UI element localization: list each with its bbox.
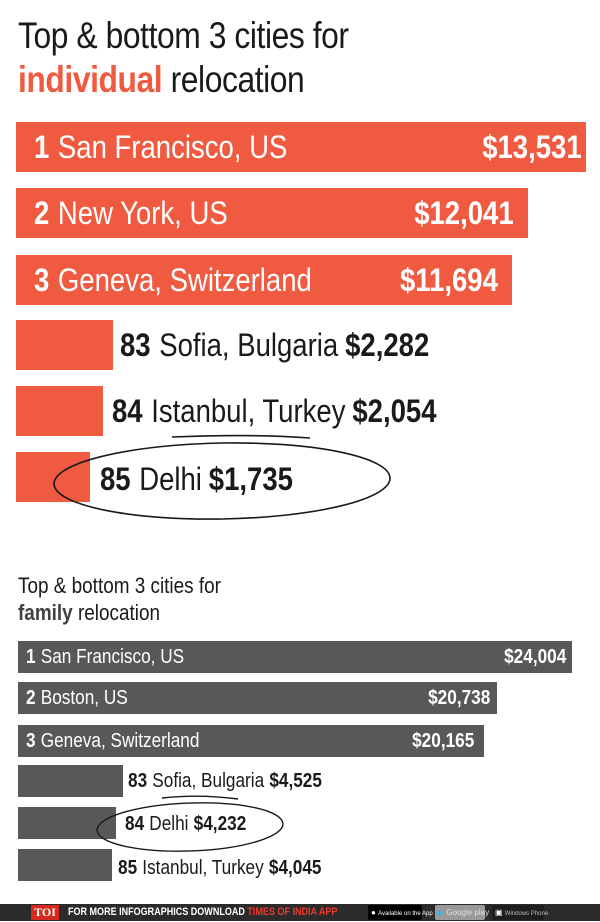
apple-icon: ● xyxy=(371,908,376,917)
family-bar-1-value: $24,004 xyxy=(503,646,566,668)
family-chart-title: Top & bottom 3 cities for family relocat… xyxy=(18,572,221,626)
family-bar-84 xyxy=(18,807,116,839)
family-bar-3-value: $20,165 xyxy=(411,730,474,752)
family-bar-1-label: 1 San Francisco, US xyxy=(26,646,185,668)
toi-logo: TOI xyxy=(31,905,59,920)
individual-bar-85 xyxy=(16,452,90,502)
individual-bar-84 xyxy=(16,386,103,436)
individual-bar-2 xyxy=(16,188,528,238)
windows-icon: ▣ xyxy=(495,908,503,917)
google-play-badge[interactable]: ▶ Google play xyxy=(435,905,489,920)
app-store-badge[interactable]: ● Available on the App Store xyxy=(368,905,449,920)
individual-title-line2: individual relocation xyxy=(18,59,305,100)
family-bar-83-label: 83 Sofia, Bulgaria $4,525 xyxy=(128,770,322,792)
family-bar-2 xyxy=(18,682,497,714)
family-bar-85 xyxy=(18,849,112,881)
individual-bar-1 xyxy=(16,122,586,172)
family-bar-85-label: 85 Istanbul, Turkey $4,045 xyxy=(118,857,322,879)
footer-banner: TOI FOR MORE INFOGRAPHICS DOWNLOAD TIMES… xyxy=(0,904,600,921)
individual-title-highlight: individual xyxy=(18,59,163,100)
individual-bar-83 xyxy=(16,320,113,370)
individual-bar-3-label: 3 Geneva, Switzerland xyxy=(34,262,312,298)
family-bar-3 xyxy=(18,725,484,757)
family-bar-83 xyxy=(18,765,123,797)
individual-bar-3 xyxy=(16,255,512,305)
family-title-line1: Top & bottom 3 cities for xyxy=(18,573,221,598)
family-bar-2-label: 2 Boston, US xyxy=(26,687,128,709)
individual-bar-1-label: 1 San Francisco, US xyxy=(34,129,288,165)
family-title-line2: family relocation xyxy=(18,600,160,625)
individual-bar-2-value: $12,041 xyxy=(414,195,514,231)
family-title-highlight: family xyxy=(18,600,73,625)
individual-bar-84-label: 84 Istanbul, Turkey $2,054 xyxy=(112,393,437,429)
individual-bar-2-label: 2 New York, US xyxy=(34,195,228,231)
individual-bar-3-value: $11,694 xyxy=(400,262,498,298)
play-icon: ▶ xyxy=(438,908,445,917)
individual-bar-1-value: $13,531 xyxy=(482,129,582,165)
individual-title-line1: Top & bottom 3 cities for xyxy=(18,15,349,56)
footer-app-name: TIMES OF INDIA APP xyxy=(247,906,338,918)
family-bar-3-label: 3 Geneva, Switzerland xyxy=(26,730,200,752)
footer-promo-text: FOR MORE INFOGRAPHICS DOWNLOAD TIMES OF … xyxy=(68,906,338,918)
family-bar-1 xyxy=(18,641,572,673)
family-bar-84-label: 84 Delhi $4,232 xyxy=(125,813,247,835)
windows-phone-badge[interactable]: ▣ Windows Phone xyxy=(492,905,548,920)
individual-chart-title: Top & bottom 3 cities for individual rel… xyxy=(18,14,349,102)
individual-bar-83-label: 83 Sofia, Bulgaria $2,282 xyxy=(120,327,430,363)
family-bar-2-value: $20,738 xyxy=(427,687,490,709)
individual-bar-85-label: 85 Delhi $1,735 xyxy=(100,461,293,497)
